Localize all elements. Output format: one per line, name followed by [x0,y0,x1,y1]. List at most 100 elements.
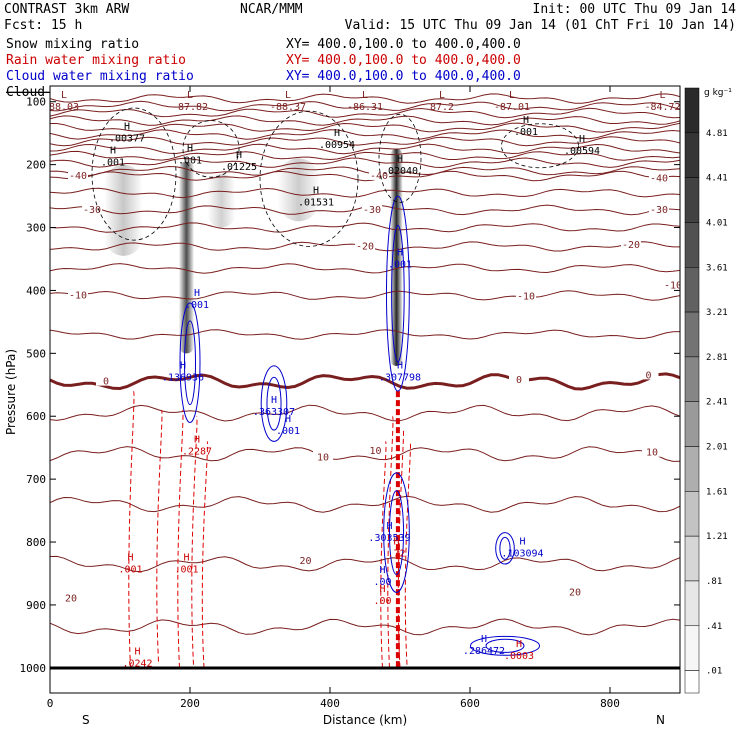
cloud-water-contour [179,302,201,424]
isotherm-label-bg [365,443,386,455]
snow-shading-layer [104,148,403,366]
isotherm-label-bg [621,238,641,250]
extremum-marker: H [180,360,186,371]
colorbar-level-label: .01 [706,667,722,677]
extremum-marker: L [61,90,67,101]
snow-contours [91,107,579,247]
cloud-water-contour [386,195,410,392]
colorbar-swatch [684,267,700,313]
header-init: Init: 00 UTC Thu 09 Jan 14 [533,2,737,17]
colorbar-level-label: 4.41 [706,174,728,184]
extremum-marker: H [523,115,529,126]
isotherm-label-bg [663,278,680,290]
isotherm-label: -40 [370,171,388,182]
isotherm-label: -10 [69,290,87,301]
extremum-value: -88.37 [270,102,306,113]
extremum-marker: H [236,150,242,161]
colorbar-level-label: .41 [706,622,722,632]
isotherm-label: 0 [103,377,109,388]
extremum-marker: H [519,537,525,548]
cloud-water-contour [495,532,515,565]
colorbar-level-label: 4.81 [706,129,728,139]
isotherm-label-bg [516,289,536,301]
colorbar-swatch [684,177,700,223]
isotherm-line [50,495,680,513]
isotherm-label-bg [313,450,333,462]
snow-contour [182,120,240,178]
rain-contour [191,415,198,665]
extremum-value: .00594 [564,146,600,157]
isotherm-line [50,100,680,112]
isotherm-label-bg [82,202,102,214]
legend-field-xy: XY= 400.0,100.0 to 400.0,400.0 [286,69,521,84]
extremum-marker: H [127,552,133,563]
y-tick-label: 900 [26,599,46,612]
extremum-marker: H [579,134,585,145]
extremum-value: .2287 [182,447,212,458]
x-axis-right-end: N [656,713,665,727]
cloud-water-contour-inner [388,490,405,575]
colorbar-level-label: 1.21 [706,532,728,542]
rain-contour [177,409,184,668]
isotherm-label-bg [642,445,662,457]
header-fcst: Fcst: 15 h [4,18,82,33]
x-tick-label: 800 [600,697,620,710]
header-model: CONTRAST 3km ARW [4,2,129,17]
extremum-value: .286472 [463,646,505,657]
extremum-value: .001 [178,155,202,166]
cloud-water-contour [260,365,288,442]
y-tick-label: 400 [26,284,46,297]
isotherm-label-bg [61,591,81,603]
isotherm-label: -30 [83,205,101,216]
isotherm-line [50,170,680,182]
isotherm-label: -30 [363,205,381,216]
extremum-marker: H [134,647,140,658]
isotherm-line [50,446,680,462]
rain-contours [128,390,411,668]
isotherm-line [50,136,680,147]
isotherm-label: -40 [650,173,668,184]
header-valid: Valid: 15 UTC Thu 09 Jan 14 (01 ChT Fri … [345,18,736,33]
y-tick-label: 500 [26,347,46,360]
colorbar-swatch [684,580,700,627]
extremum-value: -87.82 [172,102,208,113]
cloud-water-contour-inner [391,224,405,363]
extremum-value: 88.03 [49,102,79,113]
cloud-water-contour [383,472,410,593]
snow-plume [104,164,143,256]
legend-field-name: Snow mixing ratio [6,37,139,52]
y-tick-label: 300 [26,222,46,235]
extremum-value: .307798 [379,372,421,383]
snow-contour [378,113,422,203]
isotherm-line [50,329,680,340]
legend-field-xy: XY= 400.0,100.0 to 400.0,400.0 [286,37,521,52]
x-tick-label: 200 [180,697,200,710]
extremum-marker: H [183,552,189,563]
isotherm-line [50,290,680,301]
extremum-value: .103094 [501,549,543,560]
extremum-marker: H [516,639,522,650]
x-tick-label: 600 [460,697,480,710]
extremum-value: .00 [373,577,391,588]
isotherm-line [50,157,680,169]
extremum-marker: L [439,90,445,101]
isotherm-label: -20 [356,241,374,252]
isotherm-label: 10 [369,446,381,457]
contour-labels: L88.03L-87.82L-88.37L-86.31L87.2L-87.01L… [49,90,680,670]
isotherm-label-bg [355,239,375,251]
colorbar-swatch [684,311,700,358]
colorbar-level-label: 3.21 [706,308,728,318]
isotherm-label: 0 [645,370,651,381]
colorbar-swatch [684,356,700,402]
isotherm-label-bg [649,202,669,214]
snow-plume [277,158,320,222]
rain-contour [128,390,135,668]
isotherm-label-bg [638,368,659,380]
extremum-value: .303539 [368,533,410,544]
snow-contour [501,123,579,169]
colorbar-swatch [684,87,700,134]
y-tick-label: 200 [26,159,46,172]
isotherm-line [50,187,680,199]
extremum-value: .0003 [504,651,534,662]
isotherm-line [50,93,680,104]
